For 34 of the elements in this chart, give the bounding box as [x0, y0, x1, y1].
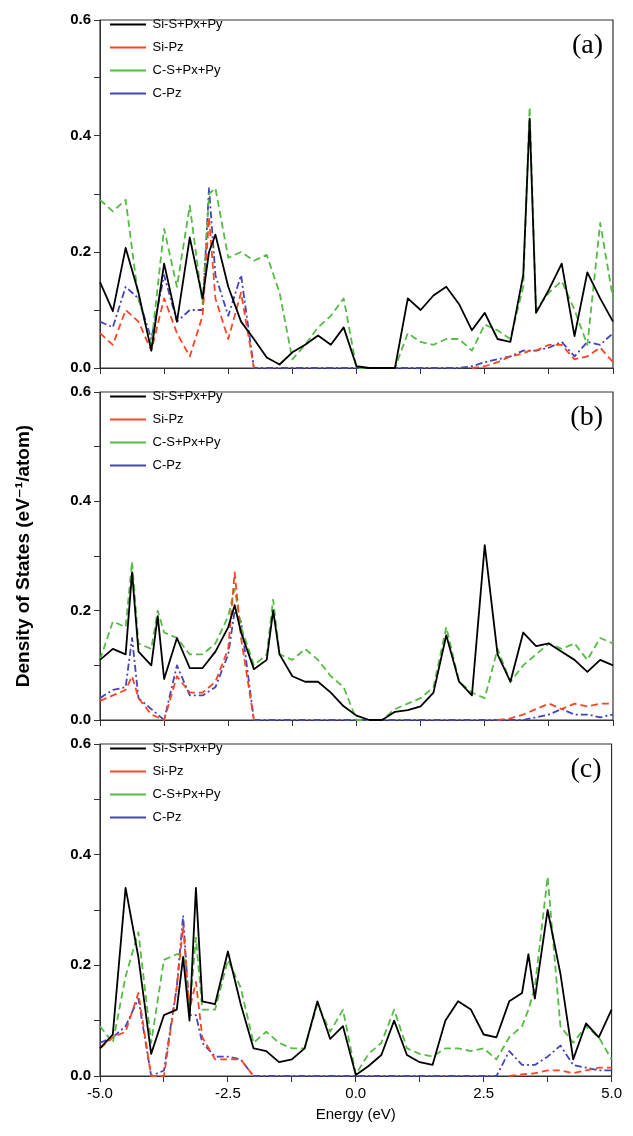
- x-tick-label: -2.5: [214, 1084, 241, 1102]
- annotation: (b): [570, 400, 603, 432]
- y-tick-label: 0.2: [70, 955, 91, 973]
- legend-label: Si-Pz: [152, 39, 184, 55]
- y-tick-label: 0.2: [70, 600, 91, 618]
- legend-label: Si-Pz: [152, 763, 184, 779]
- y-tick-label: 0.0: [70, 1066, 91, 1084]
- x-tick-label: -5.0: [87, 1084, 113, 1102]
- y-tick-label: 0.2: [70, 242, 91, 260]
- y-tick-label: 0.4: [70, 491, 92, 509]
- y-tick-label: 0.6: [70, 734, 91, 752]
- x-tick-label: 0.0: [345, 1084, 367, 1102]
- legend-label: Si-Pz: [152, 411, 184, 427]
- y-tick-label: 0.6: [70, 10, 91, 28]
- x-tick-label: 2.5: [473, 1084, 495, 1102]
- y-tick-label: 0.0: [70, 710, 91, 728]
- legend-label: C-S+Px+Py: [152, 786, 221, 802]
- x-tick-label: 5.0: [601, 1084, 622, 1102]
- y-tick-label: 0.4: [70, 844, 92, 862]
- y-tick-label: 0.0: [70, 358, 91, 376]
- annotation: (c): [570, 752, 602, 784]
- legend-label: C-S+Px+Py: [152, 434, 221, 450]
- legend-label: Si-S+Px+Py: [152, 388, 224, 404]
- x-axis-title: Energy (eV): [315, 1105, 396, 1123]
- legend-label: Si-S+Px+Py: [152, 16, 224, 32]
- y-axis-title: Density of States (eV⁻¹/atom): [11, 424, 33, 688]
- y-tick-label: 0.6: [70, 382, 91, 400]
- annotation: (a): [571, 28, 603, 60]
- legend-label: Si-S+Px+Py: [152, 740, 224, 756]
- legend-label: C-Pz: [152, 457, 182, 473]
- legend-label: C-S+Px+Py: [152, 62, 221, 78]
- legend-label: C-Pz: [152, 809, 182, 825]
- y-tick-label: 0.4: [70, 126, 92, 144]
- legend-label: C-Pz: [152, 85, 182, 101]
